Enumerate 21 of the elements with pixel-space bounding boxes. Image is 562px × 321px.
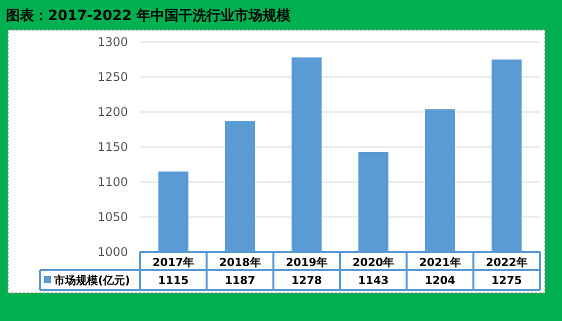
data-label: 1275: [491, 274, 522, 287]
x-tick-label: 2019年: [286, 256, 328, 269]
data-label: 1204: [424, 274, 456, 287]
y-tick-label: 1050: [97, 210, 128, 224]
y-tick-label: 1150: [97, 140, 128, 154]
x-tick-label: 2020年: [352, 256, 394, 269]
y-tick-label: 1000: [97, 245, 128, 259]
y-tick-label: 1300: [97, 35, 128, 49]
x-tick-label: 2017年: [152, 256, 194, 269]
data-label: 1187: [224, 274, 256, 287]
x-tick-label: 2021年: [419, 256, 461, 269]
data-label: 1143: [358, 274, 389, 287]
x-tick-label: 2018年: [219, 256, 261, 269]
y-tick-label: 1250: [97, 70, 128, 84]
legend-label: 市场规模(亿元): [53, 274, 130, 287]
data-label: 1115: [158, 274, 189, 287]
y-tick-label: 1100: [97, 175, 128, 189]
chart-title: 图表：2017-2022 年中国干洗行业市场规模: [6, 7, 292, 24]
y-tick-label: 1200: [97, 105, 128, 119]
data-label: 1278: [291, 274, 322, 287]
x-tick-label: 2022年: [486, 256, 528, 269]
